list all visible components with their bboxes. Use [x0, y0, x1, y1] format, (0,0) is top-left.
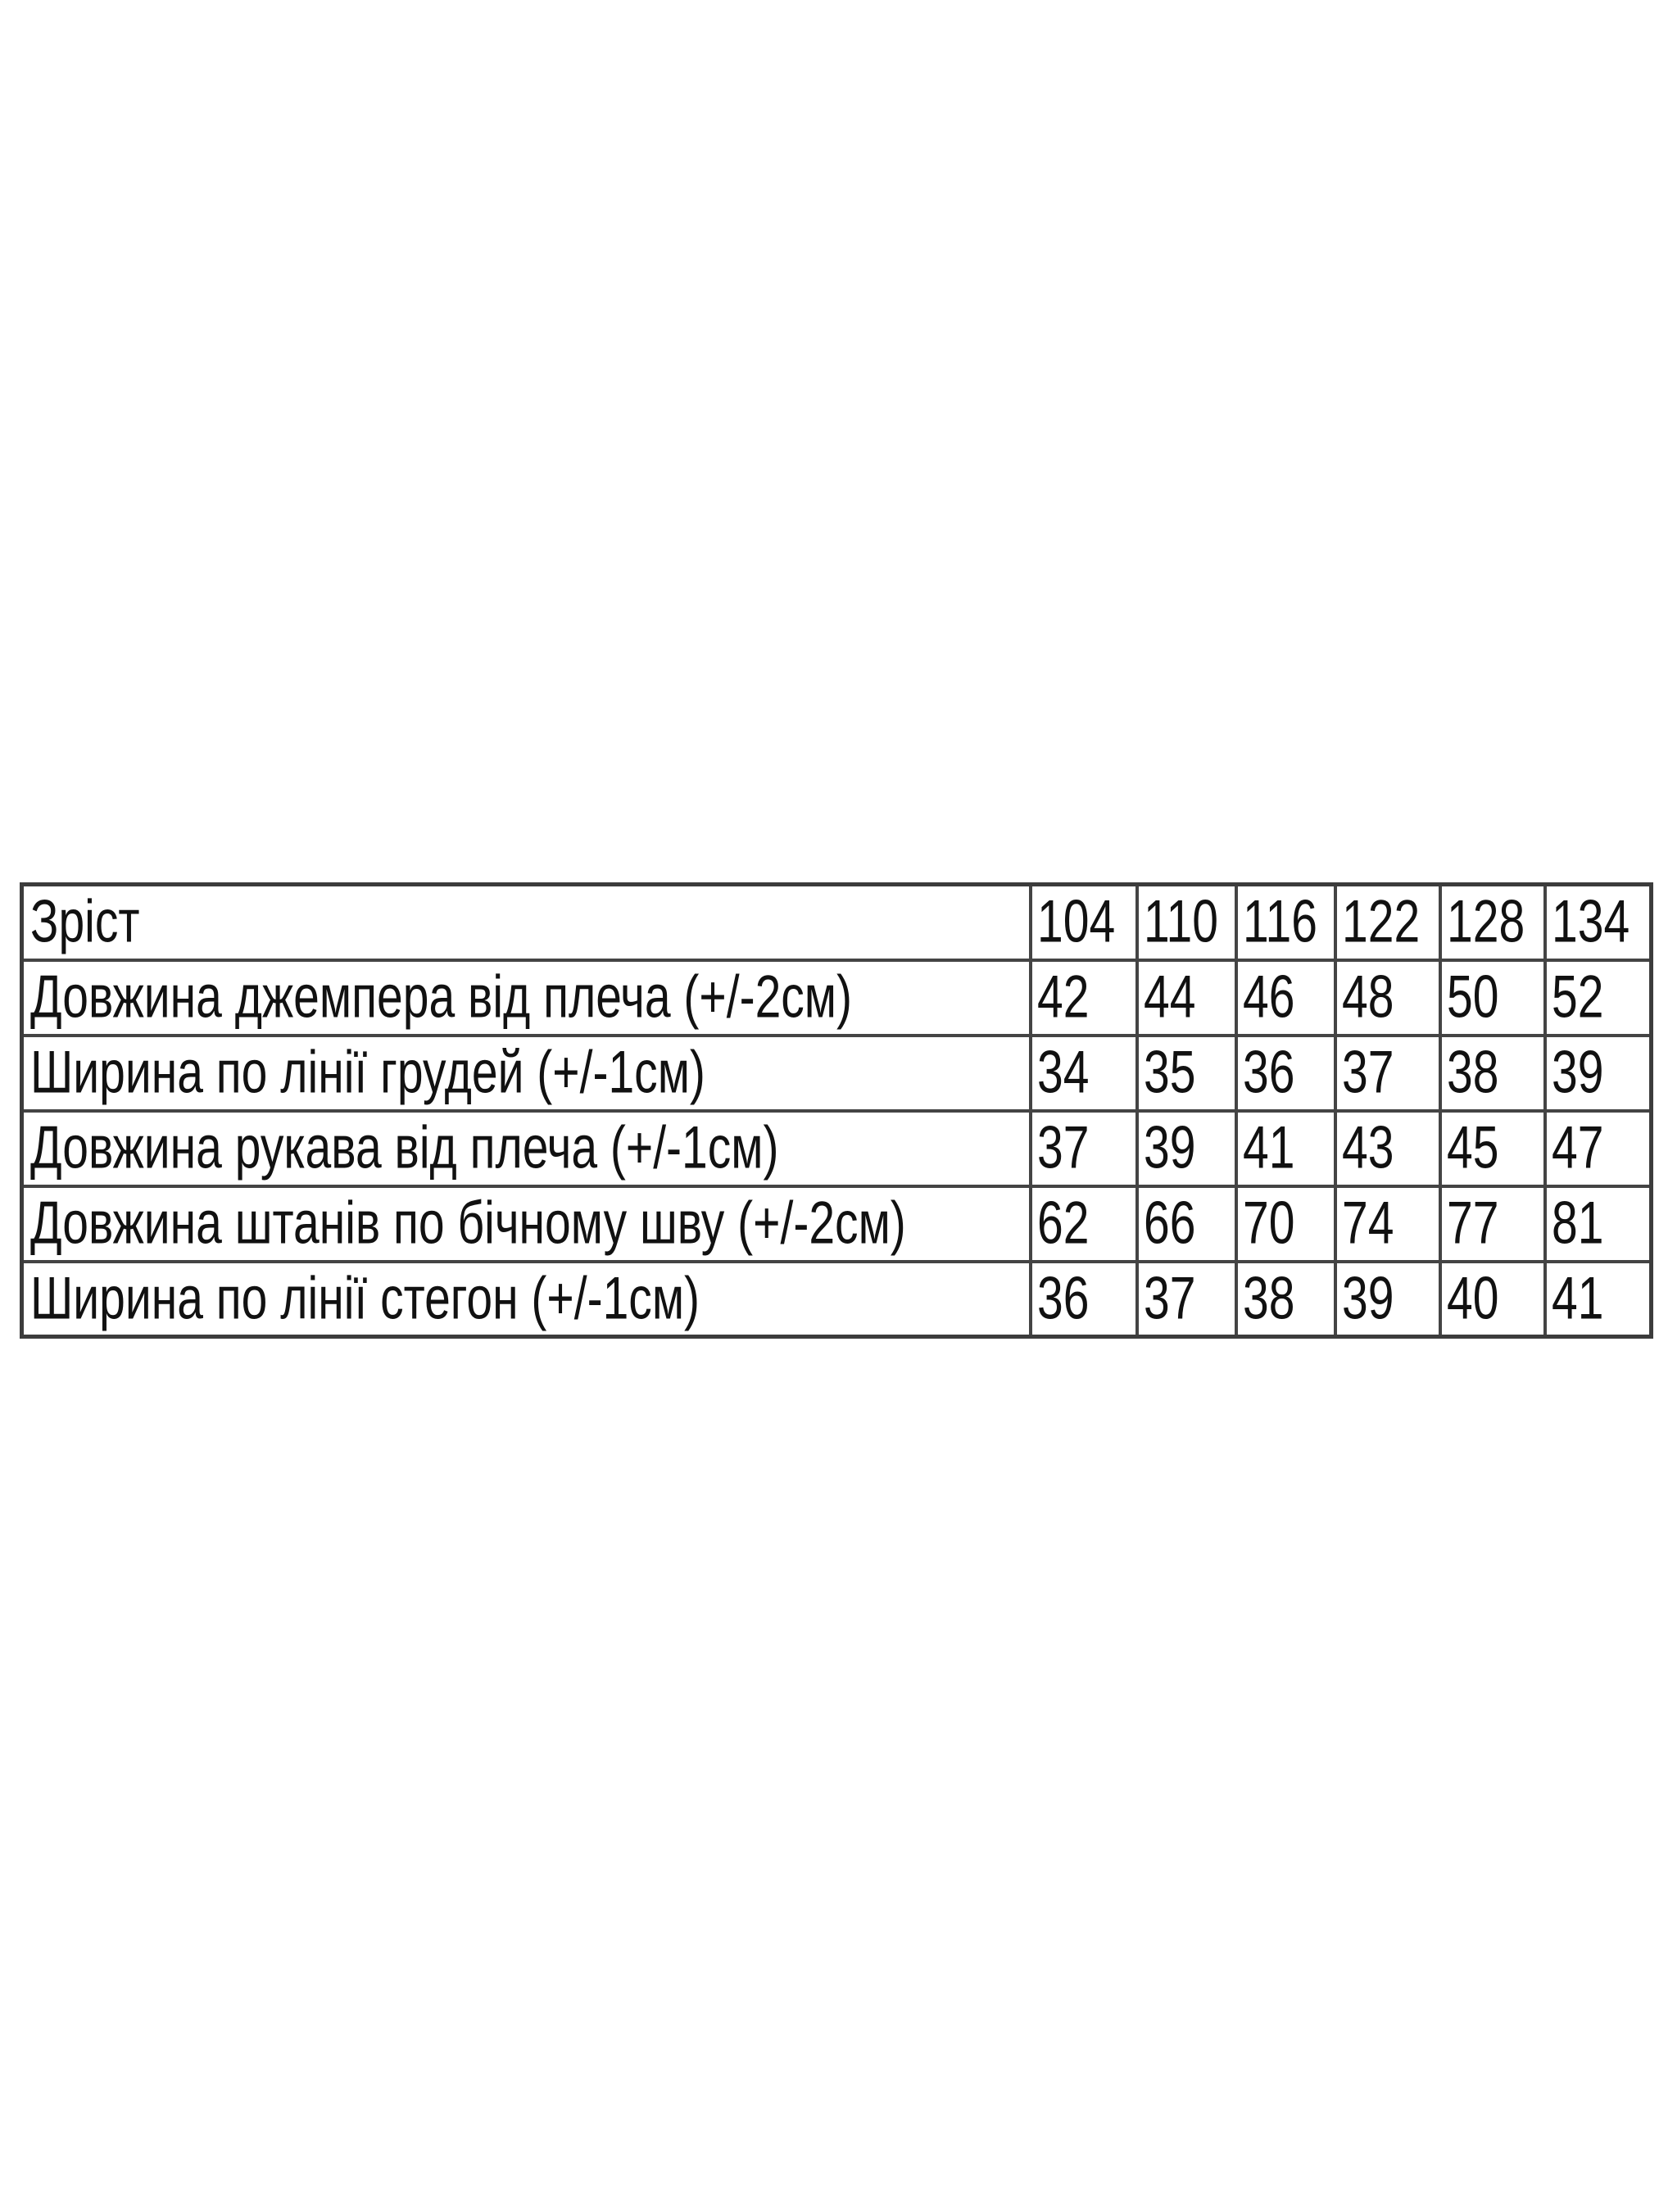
value-cell: 46 — [1234, 958, 1337, 1037]
cell-text: 35 — [1143, 1039, 1195, 1107]
table-row: Довжина штанів по бічному шву (+/-2см) 62… — [20, 1184, 1653, 1263]
value-cell: 35 — [1135, 1033, 1238, 1113]
cell-text: 74 — [1341, 1190, 1394, 1258]
value-cell: 48 — [1333, 958, 1442, 1037]
cell-text: 43 — [1341, 1114, 1394, 1182]
cell-text: 52 — [1551, 963, 1603, 1031]
cell-text: 50 — [1446, 963, 1498, 1031]
value-cell: 36 — [1028, 1259, 1139, 1339]
cell-text: Довжина штанів по бічному шву (+/-2см) — [30, 1190, 906, 1258]
cell-text: 46 — [1242, 963, 1294, 1031]
value-cell: 36 — [1234, 1033, 1337, 1113]
value-cell: 70 — [1234, 1184, 1337, 1263]
value-cell: 66 — [1135, 1184, 1238, 1263]
cell-text: Зріст — [30, 889, 140, 956]
value-cell: 77 — [1438, 1184, 1547, 1263]
value-cell: 62 — [1028, 1184, 1139, 1263]
cell-text: Ширина по лінії стегон (+/-1см) — [30, 1265, 700, 1332]
cell-text: 39 — [1143, 1114, 1195, 1182]
cell-text: 134 — [1551, 889, 1630, 956]
cell-text: 41 — [1551, 1265, 1603, 1332]
value-cell: 39 — [1333, 1259, 1442, 1339]
cell-text: 128 — [1446, 889, 1525, 956]
header-row: Зріст 104 110 116 122 128 134 — [20, 882, 1653, 962]
measurement-label-cell: Довжина джемпера від плеча (+/-2см) — [20, 958, 1032, 1037]
cell-text: 37 — [1036, 1114, 1089, 1182]
value-cell: 39 — [1543, 1033, 1653, 1113]
value-cell: 37 — [1028, 1108, 1139, 1188]
size-header-cell: 134 — [1543, 882, 1653, 962]
cell-text: 41 — [1242, 1114, 1294, 1182]
cell-text: 36 — [1242, 1039, 1294, 1107]
cell-text: 37 — [1341, 1039, 1394, 1107]
value-cell: 37 — [1135, 1259, 1238, 1339]
cell-text: 122 — [1341, 889, 1420, 956]
table-row: Довжина джемпера від плеча (+/-2см) 42 44 4… — [20, 958, 1653, 1037]
cell-text: 34 — [1036, 1039, 1089, 1107]
value-cell: 41 — [1543, 1259, 1653, 1339]
value-cell: 43 — [1333, 1108, 1442, 1188]
measurement-label-cell: Довжина штанів по бічному шву (+/-2см) — [20, 1184, 1032, 1263]
cell-text: 39 — [1551, 1039, 1603, 1107]
cell-text: 42 — [1036, 963, 1089, 1031]
size-header-cell: 104 — [1028, 882, 1139, 962]
cell-text: 37 — [1143, 1265, 1195, 1332]
cell-text: 47 — [1551, 1114, 1603, 1182]
cell-text: 81 — [1551, 1190, 1603, 1258]
value-cell: 38 — [1234, 1259, 1337, 1339]
value-cell: 52 — [1543, 958, 1653, 1037]
cell-text: 39 — [1341, 1265, 1394, 1332]
value-cell: 39 — [1135, 1108, 1238, 1188]
size-header-cell: 122 — [1333, 882, 1442, 962]
value-cell: 44 — [1135, 958, 1238, 1037]
value-cell: 40 — [1438, 1259, 1547, 1339]
value-cell: 47 — [1543, 1108, 1653, 1188]
value-cell: 41 — [1234, 1108, 1337, 1188]
value-cell: 50 — [1438, 958, 1547, 1037]
size-table: Зріст 104 110 116 122 128 134 Довжина джемпера … — [20, 882, 1653, 1339]
table-row: Ширина по лінії стегон (+/-1см) 36 37 38 39 4… — [20, 1259, 1653, 1339]
value-cell: 37 — [1333, 1033, 1442, 1113]
cell-text: Довжина джемпера від плеча (+/-2см) — [30, 963, 853, 1031]
cell-text: 38 — [1446, 1039, 1498, 1107]
value-cell: 81 — [1543, 1184, 1653, 1263]
cell-text: 116 — [1242, 889, 1317, 956]
size-header-cell: 128 — [1438, 882, 1547, 962]
table-row: Довжина рукава від плеча (+/-1см) 37 39 41 4… — [20, 1108, 1653, 1188]
cell-text: 48 — [1341, 963, 1394, 1031]
measurement-label-cell: Довжина рукава від плеча (+/-1см) — [20, 1108, 1032, 1188]
cell-text: 70 — [1242, 1190, 1294, 1258]
value-cell: 74 — [1333, 1184, 1442, 1263]
cell-text: 77 — [1446, 1190, 1498, 1258]
cell-text: 110 — [1143, 889, 1218, 956]
value-cell: 42 — [1028, 958, 1139, 1037]
cell-text: Ширина по лінії грудей (+/-1см) — [30, 1039, 705, 1107]
size-header-cell: 116 — [1234, 882, 1337, 962]
cell-text: Довжина рукава від плеча (+/-1см) — [30, 1114, 779, 1182]
cell-text: 104 — [1036, 889, 1115, 956]
cell-text: 36 — [1036, 1265, 1089, 1332]
height-label-cell: Зріст — [20, 882, 1032, 962]
size-header-cell: 110 — [1135, 882, 1238, 962]
value-cell: 45 — [1438, 1108, 1547, 1188]
cell-text: 66 — [1143, 1190, 1195, 1258]
cell-text: 40 — [1446, 1265, 1498, 1332]
cell-text: 38 — [1242, 1265, 1294, 1332]
value-cell: 38 — [1438, 1033, 1547, 1113]
measurement-label-cell: Ширина по лінії грудей (+/-1см) — [20, 1033, 1032, 1113]
cell-text: 44 — [1143, 963, 1195, 1031]
cell-text: 62 — [1036, 1190, 1089, 1258]
value-cell: 34 — [1028, 1033, 1139, 1113]
table-row: Ширина по лінії грудей (+/-1см) 34 35 36 37 3… — [20, 1033, 1653, 1113]
measurement-label-cell: Ширина по лінії стегон (+/-1см) — [20, 1259, 1032, 1339]
cell-text: 45 — [1446, 1114, 1498, 1182]
